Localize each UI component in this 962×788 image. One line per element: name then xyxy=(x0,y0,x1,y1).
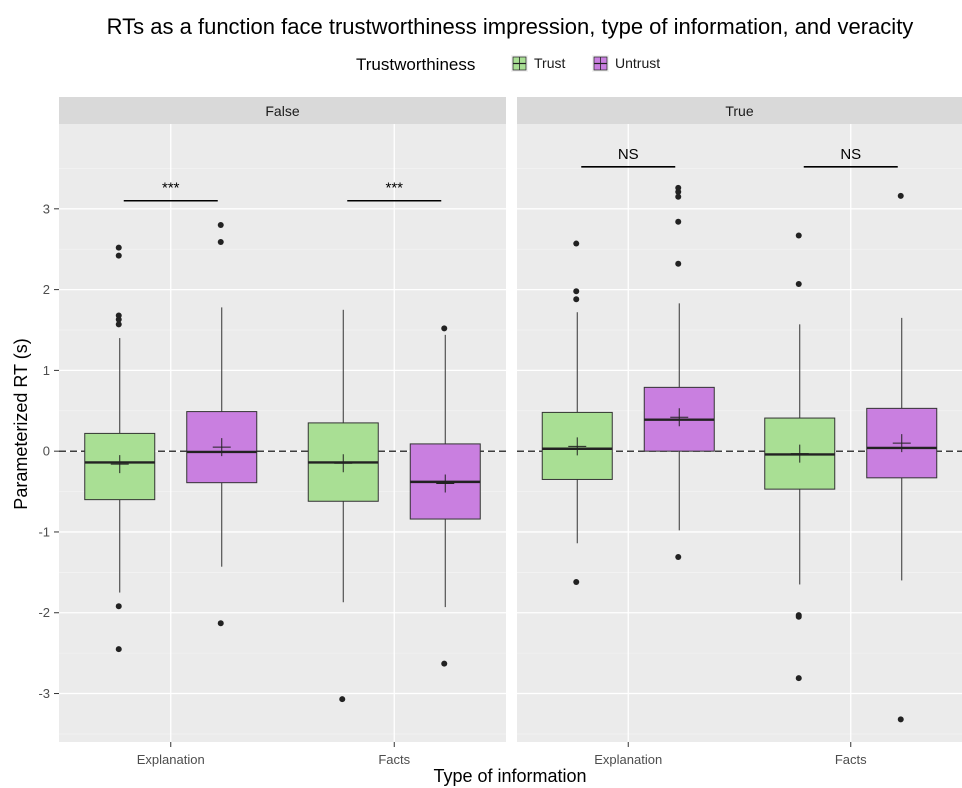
outlier-point xyxy=(115,603,122,610)
outlier-point xyxy=(795,280,802,287)
y-tick-label: -1 xyxy=(38,524,50,539)
outlier-point xyxy=(897,716,904,723)
mean-marker xyxy=(212,438,231,457)
y-tick-label: 0 xyxy=(43,444,50,459)
outlier-point xyxy=(217,221,224,228)
chart-title: RTs as a function face trustworthiness i… xyxy=(107,14,914,39)
significance-label: NS xyxy=(618,146,639,163)
outlier-point xyxy=(573,579,580,586)
x-tick-label: Facts xyxy=(378,752,410,767)
outlier-point xyxy=(441,660,448,667)
facet-strip xyxy=(59,97,506,124)
outlier-point xyxy=(675,193,682,200)
outlier-point xyxy=(217,238,224,245)
outlier-point xyxy=(573,240,580,247)
outlier-point xyxy=(115,252,122,259)
y-tick-label: 1 xyxy=(43,363,50,378)
outlier-point xyxy=(115,321,122,328)
outlier-point xyxy=(675,188,682,195)
box-trust xyxy=(307,309,379,703)
y-axis-title: Parameterized RT (s) xyxy=(11,338,31,509)
outlier-point xyxy=(897,192,904,199)
x-tick-label: Explanation xyxy=(594,752,662,767)
mean-marker xyxy=(110,455,129,474)
box-group-explanation: NS xyxy=(541,146,715,586)
outlier-point xyxy=(795,613,802,620)
y-tick-label: -2 xyxy=(38,605,50,620)
y-tick-label: -3 xyxy=(38,686,50,701)
outlier-point xyxy=(795,232,802,239)
legend-item-untrust: Untrust xyxy=(592,55,660,72)
facet-strip-label: False xyxy=(265,103,299,119)
x-tick-label: Facts xyxy=(835,752,867,767)
outlier-point xyxy=(115,244,122,251)
facet-panel-false: False *** *** Explanation Facts xyxy=(59,97,506,767)
box-untrust xyxy=(186,221,258,627)
facet-panel-true: True NS NS Explanation Facts xyxy=(517,97,962,767)
legend-title: Trustworthiness xyxy=(356,55,475,74)
outlier-point xyxy=(675,260,682,267)
box-untrust xyxy=(866,192,938,723)
outlier-point xyxy=(115,316,122,323)
mean-marker xyxy=(568,437,587,456)
box-trust xyxy=(764,232,836,682)
box-group-facts: NS xyxy=(764,146,938,723)
box-group-facts: *** xyxy=(307,180,481,703)
box-group-explanation: *** xyxy=(84,180,258,653)
box-trust xyxy=(541,240,613,586)
outlier-point xyxy=(675,554,682,561)
outlier-point xyxy=(573,288,580,295)
box-untrust xyxy=(409,325,481,667)
outlier-point xyxy=(675,218,682,225)
legend-label: Untrust xyxy=(615,55,660,71)
legend: Trustworthiness Trust Untrust xyxy=(356,55,660,74)
outlier-point xyxy=(441,325,448,332)
x-tick-label: Explanation xyxy=(137,752,205,767)
facet-strip-label: True xyxy=(725,103,753,119)
y-tick-label: 3 xyxy=(43,201,50,216)
mean-marker xyxy=(790,444,809,463)
outlier-point xyxy=(573,296,580,303)
significance-label: *** xyxy=(385,180,403,197)
outlier-point xyxy=(115,646,122,653)
outlier-point xyxy=(795,675,802,682)
mean-marker xyxy=(892,434,911,453)
legend-item-trust: Trust xyxy=(511,55,565,72)
box-untrust xyxy=(643,184,715,561)
significance-label: NS xyxy=(840,146,861,163)
mean-marker xyxy=(436,474,455,493)
significance-label: *** xyxy=(162,180,180,197)
facet-strip xyxy=(517,97,962,124)
mean-marker xyxy=(334,454,353,473)
outlier-point xyxy=(217,620,224,627)
y-axis: -3 -2 -1 0 1 2 3 xyxy=(38,201,59,701)
outlier-point xyxy=(339,696,346,703)
legend-label: Trust xyxy=(534,55,565,71)
mean-marker xyxy=(670,408,689,427)
y-tick-label: 2 xyxy=(43,282,50,297)
box-trust xyxy=(84,244,156,653)
x-axis-title: Type of information xyxy=(433,766,586,786)
